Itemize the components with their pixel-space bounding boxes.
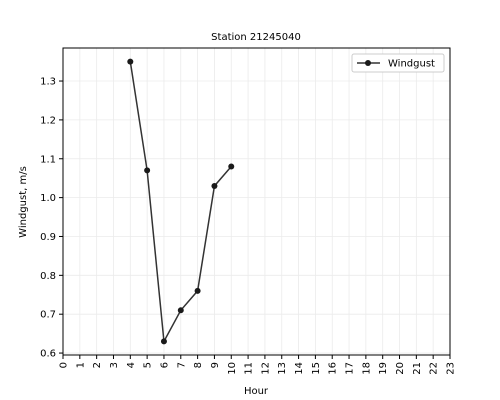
x-tick-label: 14 (294, 362, 305, 375)
data-point (194, 287, 201, 294)
x-tick-label: 9 (210, 362, 221, 368)
y-tick-label: 1.2 (40, 115, 56, 126)
x-tick-label: 13 (277, 362, 288, 375)
y-tick-label: 0.8 (40, 271, 56, 282)
y-tick-label: 1.0 (40, 193, 56, 204)
legend-box (351, 53, 445, 73)
data-point (160, 338, 167, 345)
data-point (228, 163, 235, 170)
x-tick-label: 23 (446, 362, 457, 375)
x-tick-label: 11 (244, 362, 255, 375)
x-tick-label: 4 (126, 362, 137, 368)
x-tick-label: 21 (412, 362, 423, 375)
y-tick-label: 0.9 (40, 232, 56, 243)
x-tick-label: 20 (395, 362, 406, 375)
x-tick-label: 22 (429, 362, 440, 375)
legend: Windgust (351, 53, 445, 73)
legend-label-windgust: Windgust (388, 59, 435, 70)
x-tick-label: 19 (378, 362, 389, 375)
x-tick-label: 1 (75, 362, 86, 368)
legend-marker-swatch (365, 60, 371, 66)
y-tick-label: 1.1 (40, 154, 56, 165)
x-tick-label: 16 (328, 362, 339, 375)
x-tick-label: 3 (109, 362, 120, 368)
x-tick-label: 0 (59, 362, 70, 368)
plot-frame (62, 47, 451, 356)
x-axis: 0 1 2 3 4 5 6 7 8 9 10 11 12 13 14 15 16 17 18 19 20 21 22 23 (59, 355, 457, 375)
y-axis: 0.6 0.7 0.8 0.9 1.0 1.1 1.2 1.3 (40, 77, 63, 360)
x-tick-label: 17 (345, 362, 356, 375)
data-point (177, 307, 184, 314)
x-tick-label: 10 (227, 362, 238, 375)
series-group (127, 58, 235, 345)
x-axis-label: Hour (244, 386, 269, 397)
y-tick-label: 1.3 (40, 77, 56, 88)
x-tick-label: 15 (311, 362, 322, 375)
grid (62, 48, 451, 355)
data-point (144, 167, 151, 174)
x-tick-label: 6 (159, 362, 170, 368)
data-point (127, 58, 134, 65)
x-tick-label: 5 (143, 362, 154, 368)
y-tick-label: 0.7 (40, 310, 56, 321)
y-tick-label: 0.6 (40, 349, 56, 360)
x-tick-label: 2 (92, 362, 103, 368)
data-point (211, 182, 218, 189)
x-tick-label: 18 (361, 362, 372, 375)
chart-title: Station 21245040 (211, 32, 301, 43)
y-axis-label: Windgust, m/s (18, 166, 29, 238)
x-tick-label: 8 (193, 362, 204, 368)
x-tick-label: 12 (260, 362, 271, 375)
x-tick-label: 7 (176, 362, 187, 368)
